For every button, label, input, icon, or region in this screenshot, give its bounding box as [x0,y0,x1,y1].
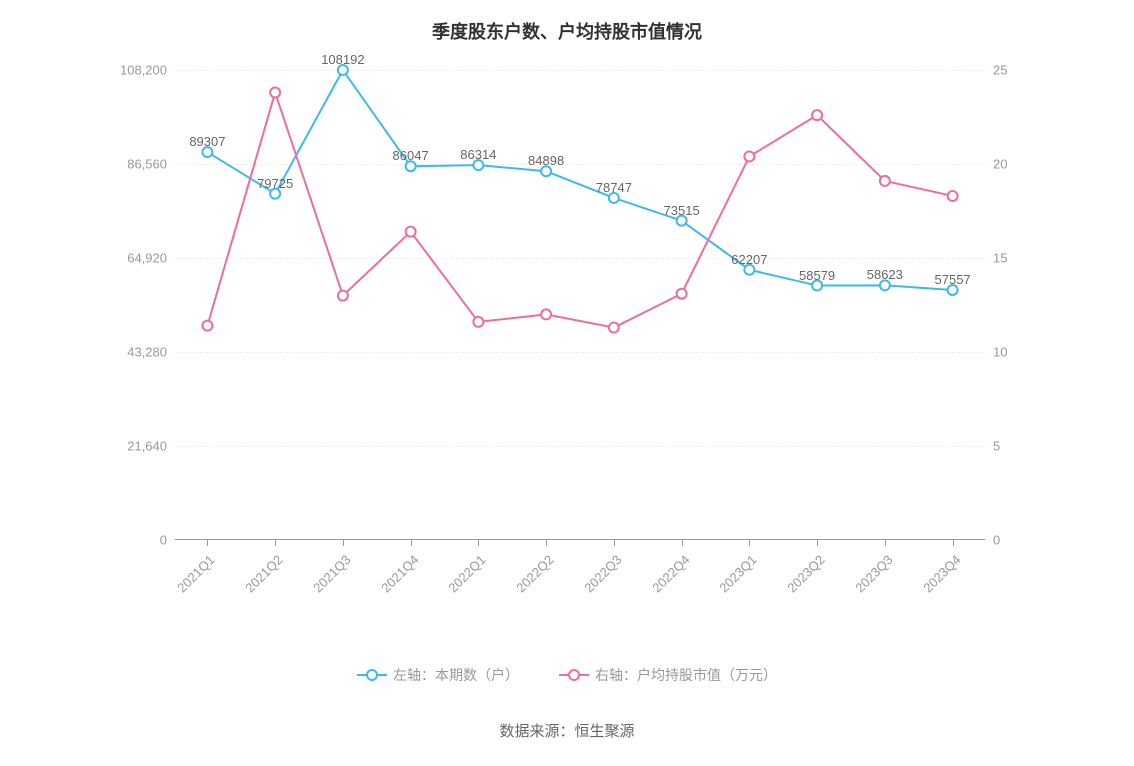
y-right-tick-label: 10 [985,345,1007,360]
data-label: 58579 [799,268,835,283]
y-left-tick-label: 0 [160,533,175,548]
x-tick-label: 2021Q2 [242,552,285,595]
legend-label: 左轴：本期数（户） [393,665,519,685]
x-tick [749,540,750,546]
x-tick-label: 2022Q2 [513,552,556,595]
y-right-tick-label: 15 [985,251,1007,266]
series-marker [677,289,687,299]
data-label: 73515 [664,203,700,218]
x-tick-label: 2021Q1 [175,552,218,595]
data-label: 79725 [257,176,293,191]
y-left-tick-label: 43,280 [127,345,175,360]
data-label: 86047 [393,148,429,163]
x-tick [411,540,412,546]
series-marker [270,88,280,98]
data-label: 57557 [935,272,971,287]
legend-item: 左轴：本期数（户） [357,665,519,685]
x-tick-label: 2023Q2 [784,552,827,595]
series-marker [202,321,212,331]
series-line [207,70,952,290]
x-tick-label: 2021Q3 [310,552,353,595]
x-tick-label: 2022Q3 [581,552,624,595]
data-label: 84898 [528,153,564,168]
legend-line-icon [559,668,589,682]
legend-label: 右轴：户均持股市值（万元） [595,665,777,685]
chart-container: 季度股东户数、户均持股市值情况 021,64043,28064,92086,56… [0,0,1134,766]
x-tick [478,540,479,546]
series-marker [880,176,890,186]
y-left-tick-label: 21,640 [127,439,175,454]
series-marker [609,323,619,333]
y-left-tick-label: 108,200 [120,63,175,78]
y-right-tick-label: 25 [985,63,1007,78]
data-label: 78747 [596,180,632,195]
series-line [207,93,952,328]
series-marker [812,110,822,120]
x-tick [614,540,615,546]
data-label: 62207 [731,252,767,267]
series-svg [175,70,985,540]
data-source-text: 数据来源：恒生聚源 [499,723,634,740]
y-right-tick-label: 20 [985,157,1007,172]
x-tick [953,540,954,546]
series-marker [541,309,551,319]
series-marker [338,291,348,301]
chart-title: 季度股东户数、户均持股市值情况 [0,18,1134,44]
series-marker [948,191,958,201]
legend-item: 右轴：户均持股市值（万元） [559,665,777,685]
x-tick [207,540,208,546]
x-tick [682,540,683,546]
x-tick-label: 2023Q1 [717,552,760,595]
y-right-tick-label: 0 [985,533,1000,548]
x-tick-label: 2023Q4 [920,552,963,595]
x-tick-label: 2022Q1 [446,552,489,595]
data-label: 86314 [460,147,496,162]
x-tick [275,540,276,546]
x-tick [343,540,344,546]
x-tick-label: 2023Q3 [852,552,895,595]
series-marker [473,317,483,327]
x-tick-label: 2021Q4 [378,552,421,595]
data-label: 89307 [189,134,225,149]
x-tick-label: 2022Q4 [649,552,692,595]
plot-area: 021,64043,28064,92086,560108,20005101520… [175,70,985,540]
x-tick [546,540,547,546]
series-marker [744,151,754,161]
legend-line-icon [357,668,387,682]
y-left-tick-label: 64,920 [127,251,175,266]
data-source-footer: 数据来源：恒生聚源 [0,720,1134,741]
data-label: 58623 [867,267,903,282]
data-label: 108192 [321,52,364,67]
x-tick [885,540,886,546]
y-right-tick-label: 5 [985,439,1000,454]
series-marker [406,227,416,237]
y-left-tick-label: 86,560 [127,157,175,172]
x-tick [817,540,818,546]
legend: 左轴：本期数（户） 右轴：户均持股市值（万元） [0,665,1134,685]
